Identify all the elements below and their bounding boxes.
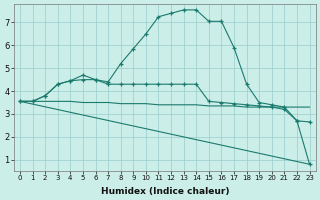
X-axis label: Humidex (Indice chaleur): Humidex (Indice chaleur) bbox=[100, 187, 229, 196]
